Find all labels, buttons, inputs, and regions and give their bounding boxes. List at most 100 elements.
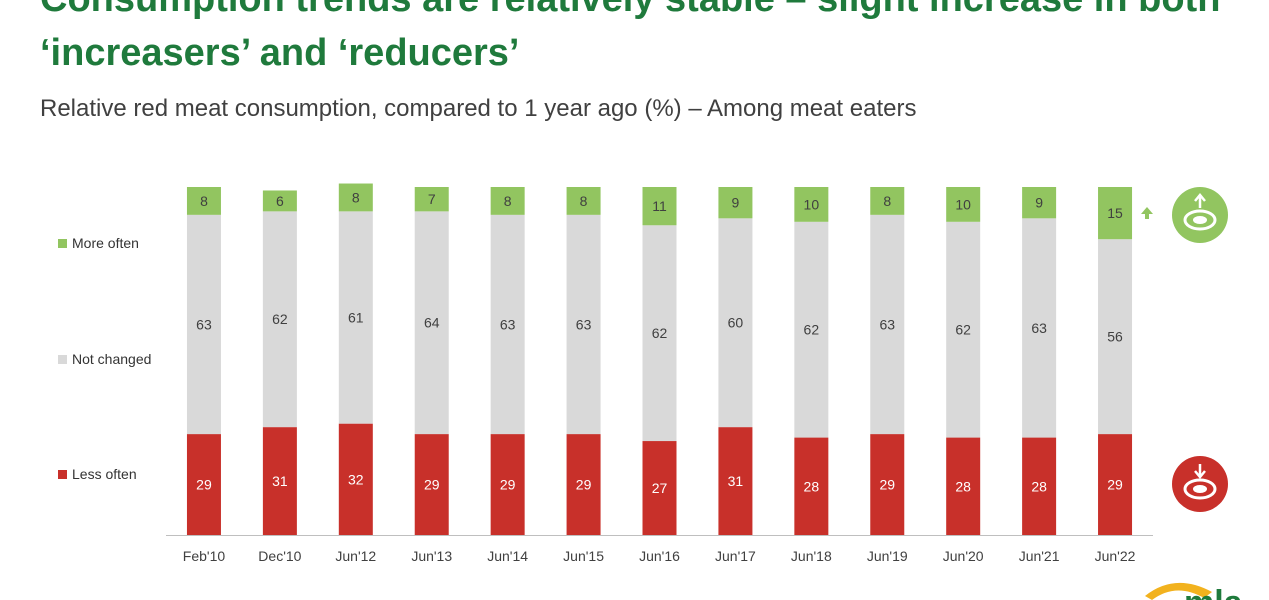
bar-more-often <box>490 187 525 215</box>
data-label-more-often: 8 <box>580 193 588 209</box>
bar-more-often <box>718 187 753 219</box>
data-label-not-changed: 63 <box>1031 320 1047 336</box>
data-label-more-often: 6 <box>276 193 284 209</box>
data-label-more-often: 10 <box>804 196 820 212</box>
x-tick-label: Jun'16 <box>639 548 680 564</box>
data-label-not-changed: 63 <box>576 316 592 332</box>
bar-not-changed <box>338 211 373 424</box>
bar-less-often <box>262 427 297 535</box>
x-tick-label: Jun'12 <box>335 548 376 564</box>
data-label-less-often: 29 <box>576 477 592 493</box>
bar-not-changed <box>262 211 297 428</box>
x-tick-label: Jun'21 <box>1019 548 1060 564</box>
x-tick-label: Feb'10 <box>183 548 226 564</box>
data-label-less-often: 27 <box>652 480 668 496</box>
data-label-less-often: 29 <box>424 477 440 493</box>
x-tick-label: Jun'14 <box>487 548 528 564</box>
bar-not-changed <box>566 214 601 435</box>
data-label-less-often: 31 <box>728 473 744 489</box>
data-label-less-often: 29 <box>500 477 516 493</box>
bar-less-often <box>946 437 981 535</box>
bar-not-changed <box>186 214 221 435</box>
data-label-not-changed: 63 <box>879 316 895 332</box>
bar-less-often <box>1098 434 1133 535</box>
x-tick-label: Jun'20 <box>943 548 984 564</box>
data-label-less-often: 28 <box>1031 478 1047 494</box>
bar-less-often <box>1022 437 1057 535</box>
x-tick-label: Jun'18 <box>791 548 832 564</box>
bar-not-changed <box>1022 218 1057 438</box>
data-label-less-often: 28 <box>804 478 820 494</box>
data-label-not-changed: 62 <box>272 311 288 327</box>
bar-less-often <box>718 427 753 535</box>
x-tick-label: Jun'17 <box>715 548 756 564</box>
bar-less-often <box>414 434 449 535</box>
data-label-more-often: 11 <box>652 198 667 214</box>
bar-less-often <box>642 441 677 535</box>
data-label-not-changed: 60 <box>728 315 744 331</box>
bar-not-changed <box>1098 239 1133 435</box>
bar-more-often <box>794 187 829 222</box>
bar-less-often <box>566 434 601 535</box>
bar-less-often <box>338 423 373 535</box>
legend-label-not-changed: Not changed <box>72 351 152 367</box>
bar-not-changed <box>946 221 981 438</box>
data-label-less-often: 32 <box>348 471 364 487</box>
meat-up-icon <box>1172 187 1228 243</box>
page-title: Consumption trends are relatively stable… <box>40 0 1220 74</box>
bar-not-changed <box>718 218 753 428</box>
data-label-not-changed: 62 <box>652 325 668 341</box>
bar-more-often <box>870 187 905 215</box>
bar-more-often <box>1098 187 1133 240</box>
data-label-more-often: 8 <box>504 193 512 209</box>
data-label-more-often: 9 <box>732 195 740 211</box>
data-label-not-changed: 62 <box>955 322 971 338</box>
legend-item-less-often: Less often <box>58 466 178 482</box>
data-label-not-changed: 61 <box>348 310 364 326</box>
data-label-less-often: 29 <box>196 477 212 493</box>
legend-swatch-not-changed <box>58 355 67 364</box>
bar-not-changed <box>794 221 829 438</box>
data-label-more-often: 8 <box>200 193 208 209</box>
x-tick-label: Jun'22 <box>1095 548 1136 564</box>
data-label-more-often: 7 <box>428 191 436 207</box>
legend-swatch-more-often <box>58 239 67 248</box>
data-label-not-changed: 56 <box>1107 329 1123 345</box>
data-label-more-often: 8 <box>352 189 360 205</box>
data-label-more-often: 8 <box>883 193 891 209</box>
x-tick-label: Jun'13 <box>411 548 452 564</box>
x-tick-label: Jun'19 <box>867 548 908 564</box>
data-label-not-changed: 64 <box>424 315 440 331</box>
bar-more-often <box>414 187 449 212</box>
data-label-more-often: 10 <box>955 196 971 212</box>
bar-more-often <box>186 187 221 215</box>
data-label-more-often: 15 <box>1107 205 1123 221</box>
bar-not-changed <box>490 214 525 435</box>
legend-label-less-often: Less often <box>72 466 137 482</box>
page-subtitle: Relative red meat consumption, compared … <box>40 95 917 122</box>
x-tick-label: Jun'15 <box>563 548 604 564</box>
legend-swatch-less-often <box>58 470 67 479</box>
bar-more-often <box>338 183 373 212</box>
bar-not-changed <box>870 214 905 435</box>
meat-down-icon <box>1172 456 1228 512</box>
bar-less-often <box>794 437 829 535</box>
mla-logo: mla <box>1145 582 1244 600</box>
bar-not-changed <box>414 211 449 435</box>
data-label-not-changed: 62 <box>804 322 820 338</box>
bar-less-often <box>186 434 221 535</box>
data-label-not-changed: 63 <box>196 316 212 332</box>
bar-less-often <box>490 434 525 535</box>
data-label-not-changed: 63 <box>500 316 516 332</box>
data-label-less-often: 29 <box>1107 477 1123 493</box>
arrow-up-icon <box>1141 207 1153 219</box>
bar-more-often <box>566 187 601 215</box>
bar-more-often <box>262 190 297 212</box>
bar-not-changed <box>642 225 677 442</box>
legend-label-more-often: More often <box>72 235 139 251</box>
data-label-less-often: 28 <box>955 478 971 494</box>
data-label-less-often: 29 <box>879 477 895 493</box>
data-label-less-often: 31 <box>272 473 288 489</box>
bar-more-often <box>1022 187 1057 219</box>
